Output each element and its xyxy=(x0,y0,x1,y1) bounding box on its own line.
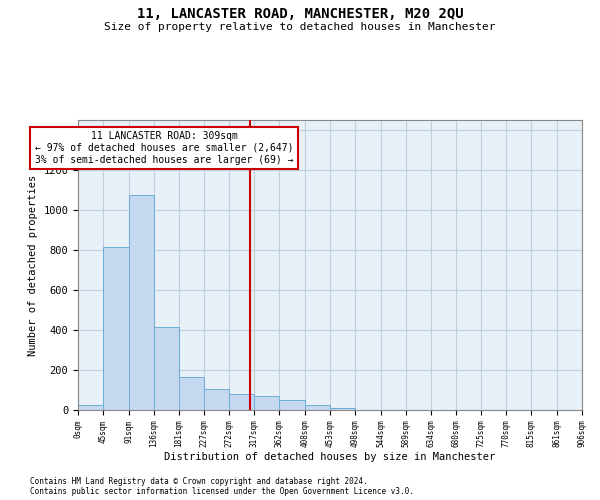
Text: Contains HM Land Registry data © Crown copyright and database right 2024.: Contains HM Land Registry data © Crown c… xyxy=(30,478,368,486)
Text: 11, LANCASTER ROAD, MANCHESTER, M20 2QU: 11, LANCASTER ROAD, MANCHESTER, M20 2QU xyxy=(137,8,463,22)
Bar xyxy=(280,400,305,410)
Bar xyxy=(179,377,204,410)
Bar xyxy=(128,195,154,410)
Bar xyxy=(103,247,128,410)
Bar xyxy=(305,405,330,410)
Text: 11 LANCASTER ROAD: 309sqm
← 97% of detached houses are smaller (2,647)
3% of sem: 11 LANCASTER ROAD: 309sqm ← 97% of detac… xyxy=(35,132,293,164)
Bar xyxy=(78,405,103,410)
Bar xyxy=(154,327,179,410)
Y-axis label: Number of detached properties: Number of detached properties xyxy=(28,174,38,356)
Text: Contains public sector information licensed under the Open Government Licence v3: Contains public sector information licen… xyxy=(30,488,414,496)
Bar xyxy=(204,389,229,410)
Text: Distribution of detached houses by size in Manchester: Distribution of detached houses by size … xyxy=(164,452,496,462)
Text: Size of property relative to detached houses in Manchester: Size of property relative to detached ho… xyxy=(104,22,496,32)
Bar xyxy=(229,394,254,410)
Bar xyxy=(254,396,280,410)
Bar xyxy=(330,408,355,410)
